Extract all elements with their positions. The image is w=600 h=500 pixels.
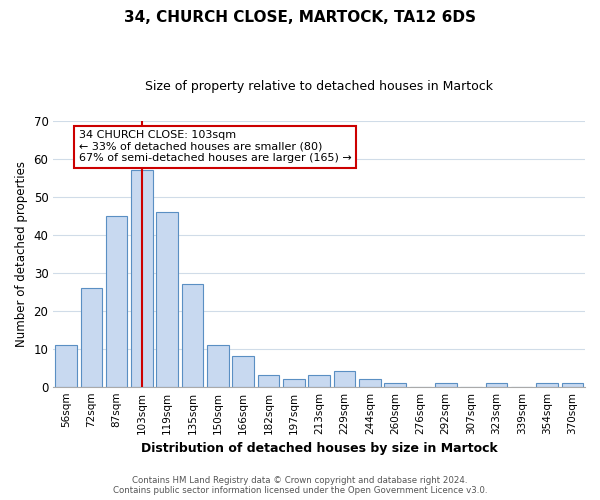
Text: 34, CHURCH CLOSE, MARTOCK, TA12 6DS: 34, CHURCH CLOSE, MARTOCK, TA12 6DS xyxy=(124,10,476,25)
Bar xyxy=(283,379,305,386)
Bar xyxy=(562,383,583,386)
Bar xyxy=(80,288,102,386)
Title: Size of property relative to detached houses in Martock: Size of property relative to detached ho… xyxy=(145,80,493,93)
Bar xyxy=(207,345,229,387)
Bar xyxy=(385,383,406,386)
X-axis label: Distribution of detached houses by size in Martock: Distribution of detached houses by size … xyxy=(141,442,497,455)
Bar xyxy=(435,383,457,386)
Bar xyxy=(182,284,203,386)
Bar xyxy=(131,170,152,386)
Bar xyxy=(106,216,127,386)
Bar xyxy=(55,345,77,387)
Y-axis label: Number of detached properties: Number of detached properties xyxy=(15,160,28,346)
Bar xyxy=(334,372,355,386)
Bar xyxy=(536,383,558,386)
Text: 34 CHURCH CLOSE: 103sqm
← 33% of detached houses are smaller (80)
67% of semi-de: 34 CHURCH CLOSE: 103sqm ← 33% of detache… xyxy=(79,130,352,164)
Bar xyxy=(258,376,279,386)
Bar xyxy=(485,383,507,386)
Bar xyxy=(157,212,178,386)
Text: Contains HM Land Registry data © Crown copyright and database right 2024.
Contai: Contains HM Land Registry data © Crown c… xyxy=(113,476,487,495)
Bar xyxy=(232,356,254,386)
Bar xyxy=(359,379,380,386)
Bar xyxy=(308,376,330,386)
